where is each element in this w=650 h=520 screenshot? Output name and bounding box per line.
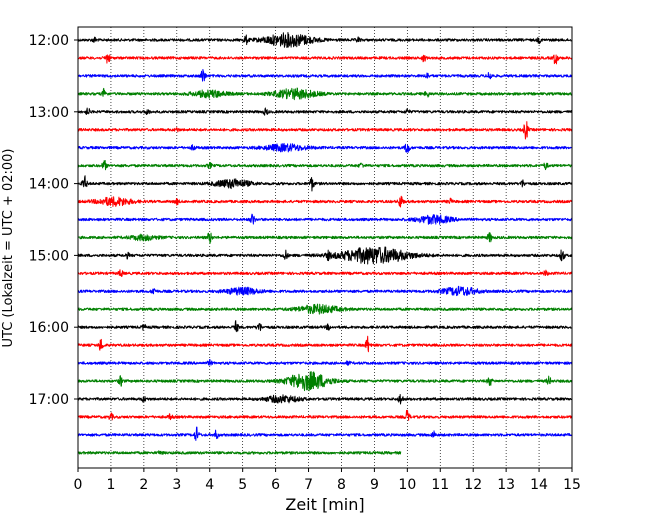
- trace-row: [77, 335, 573, 353]
- x-tick-label: 7: [304, 477, 313, 493]
- x-tick-label: 12: [464, 477, 482, 493]
- y-tick-label: 14:00: [29, 177, 69, 193]
- trace-row: [77, 232, 573, 245]
- trace-row: [77, 450, 402, 455]
- y-tick-label: 12:00: [29, 33, 69, 49]
- trace-rows: [77, 32, 573, 455]
- trace-row: [77, 160, 573, 171]
- x-axis-ticks: 0 1 2 3 4 5 6 7 8 9 10 11 12 13 14 15: [74, 468, 581, 493]
- trace-row: [77, 32, 573, 48]
- x-tick-label: 2: [139, 477, 148, 493]
- x-tick-label: 3: [172, 477, 181, 493]
- plot-frame: [77, 26, 573, 469]
- trace-row: [77, 426, 573, 441]
- trace-row: [77, 142, 573, 153]
- trace-row: [77, 409, 573, 421]
- x-tick-label: 9: [370, 477, 379, 493]
- x-tick-label: 1: [106, 477, 115, 493]
- x-tick-label: 13: [497, 477, 515, 493]
- x-tick-label: 10: [398, 477, 416, 493]
- trace-row: [77, 54, 573, 65]
- x-tick-label: 0: [74, 477, 83, 493]
- x-axis-label: Zeit [min]: [285, 495, 364, 514]
- trace-row: [77, 285, 573, 297]
- y-axis-ticks: 12:00 13:00 14:00 15:00 16:00 17:00: [29, 33, 78, 408]
- trace-row: [77, 121, 573, 140]
- trace-row: [77, 107, 573, 116]
- trace-row: [77, 246, 573, 265]
- trace-row: [77, 359, 573, 366]
- trace-row: [77, 371, 573, 392]
- trace-row: [77, 87, 573, 101]
- trace-row: [77, 394, 573, 405]
- x-tick-label: 8: [337, 477, 346, 493]
- x-tick-label: 14: [530, 477, 548, 493]
- y-tick-label: 15:00: [29, 248, 69, 264]
- trace-row: [77, 175, 573, 192]
- trace-row: [77, 68, 573, 82]
- y-tick-label: 16:00: [29, 320, 69, 336]
- y-axis-label: UTC (Lokalzeit = UTC + 02:00): [1, 149, 16, 348]
- y-tick-label: 13:00: [29, 105, 69, 121]
- x-tick-label: 15: [563, 477, 581, 493]
- trace-row: [77, 213, 573, 225]
- x-tick-label: 6: [271, 477, 280, 493]
- x-tick-label: 11: [431, 477, 449, 493]
- x-tick-label: 5: [238, 477, 247, 493]
- trace-row: [77, 269, 573, 277]
- trace-row: [77, 195, 573, 208]
- trace-row: [77, 320, 573, 333]
- trace-row: [77, 303, 573, 315]
- x-tick-label: 4: [205, 477, 214, 493]
- y-tick-label: 17:00: [29, 392, 69, 408]
